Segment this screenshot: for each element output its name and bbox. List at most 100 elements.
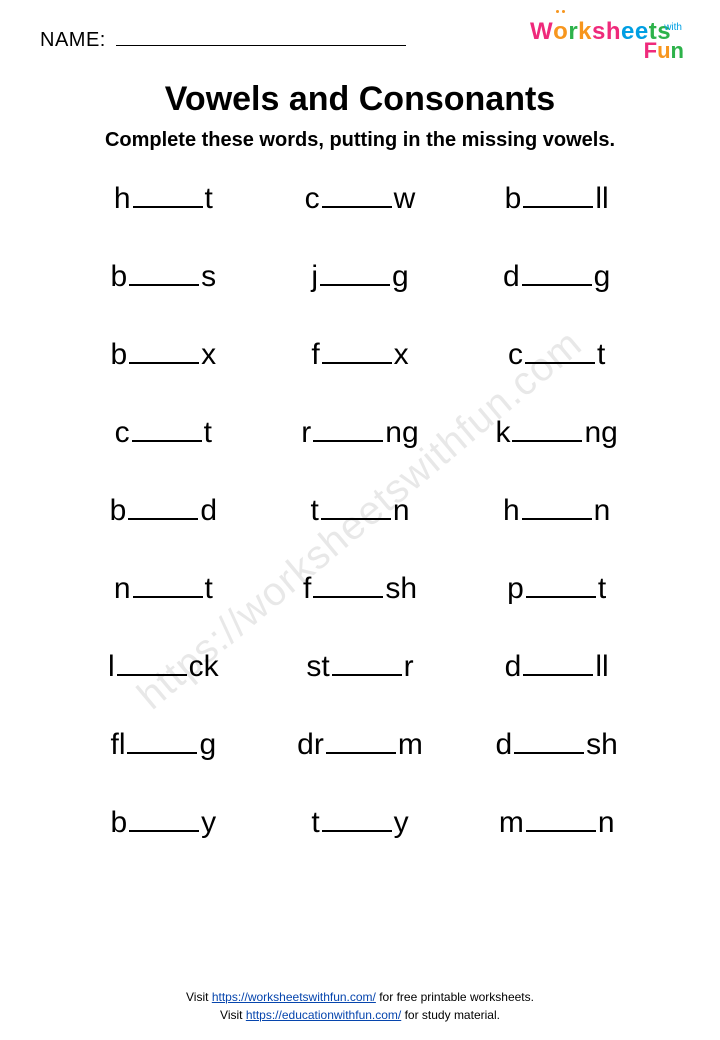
vowel-blank[interactable] — [332, 658, 402, 676]
word-prefix: b — [110, 494, 127, 528]
word-item: bd — [70, 494, 257, 528]
vowel-blank[interactable] — [133, 190, 203, 208]
vowel-blank[interactable] — [322, 814, 392, 832]
vowel-blank[interactable] — [512, 424, 582, 442]
footer-link-2[interactable]: https://educationwithfun.com/ — [246, 1008, 401, 1022]
word-item: ct — [463, 338, 650, 372]
footer-text: Visit — [220, 1008, 246, 1022]
word-item: str — [267, 650, 454, 684]
vowel-blank[interactable] — [523, 190, 593, 208]
word-suffix: ng — [385, 416, 418, 450]
word-item: nt — [70, 572, 257, 606]
word-suffix: d — [200, 494, 217, 528]
word-prefix: t — [310, 494, 318, 528]
worksheet-page: https://worksheetswithfun.com NAME: Work… — [0, 0, 720, 1040]
word-suffix: g — [392, 260, 409, 294]
word-prefix: b — [110, 806, 127, 840]
footer-text: Visit — [186, 990, 212, 1004]
vowel-blank[interactable] — [127, 736, 197, 754]
vowel-blank[interactable] — [526, 814, 596, 832]
word-prefix: h — [503, 494, 520, 528]
word-suffix: n — [393, 494, 410, 528]
word-item: mn — [463, 806, 650, 840]
vowel-blank[interactable] — [133, 580, 203, 598]
word-item: dr m — [267, 728, 454, 762]
name-field: NAME: — [40, 28, 406, 52]
word-suffix: w — [394, 182, 416, 216]
word-suffix: m — [398, 728, 423, 762]
word-item: lck — [70, 650, 257, 684]
word-prefix: t — [311, 806, 319, 840]
logo-fun: Fun — [644, 38, 684, 64]
word-item: kng — [463, 416, 650, 450]
word-item: rng — [267, 416, 454, 450]
word-suffix: s — [201, 260, 216, 294]
word-suffix: t — [204, 416, 212, 450]
word-prefix: l — [108, 650, 115, 684]
vowel-blank[interactable] — [128, 502, 198, 520]
word-suffix: ll — [595, 182, 608, 216]
word-item: ty — [267, 806, 454, 840]
word-item: f sh — [267, 572, 454, 606]
word-prefix: f — [303, 572, 311, 606]
header-row: NAME: Worksheets with Fun — [40, 28, 680, 62]
word-suffix: t — [598, 572, 606, 606]
word-item: bx — [70, 338, 257, 372]
word-item: d ll — [463, 650, 650, 684]
vowel-blank[interactable] — [526, 580, 596, 598]
word-prefix: h — [114, 182, 131, 216]
vowel-blank[interactable] — [321, 502, 391, 520]
vowel-blank[interactable] — [514, 736, 584, 754]
vowel-blank[interactable] — [326, 736, 396, 754]
vowel-blank[interactable] — [117, 658, 187, 676]
word-item: jg — [267, 260, 454, 294]
word-prefix: j — [311, 260, 318, 294]
vowel-blank[interactable] — [129, 268, 199, 286]
footer-text: for study material. — [401, 1008, 500, 1022]
vowel-blank[interactable] — [522, 268, 592, 286]
vowel-blank[interactable] — [322, 346, 392, 364]
footer-text: for free printable worksheets. — [376, 990, 534, 1004]
vowel-blank[interactable] — [313, 424, 383, 442]
word-prefix: b — [110, 338, 127, 372]
vowel-blank[interactable] — [525, 346, 595, 364]
instruction: Complete these words, putting in the mis… — [40, 129, 680, 152]
word-suffix: ll — [595, 650, 608, 684]
word-prefix: dr — [297, 728, 324, 762]
vowel-blank[interactable] — [320, 268, 390, 286]
footer-link-1[interactable]: https://worksheetswithfun.com/ — [212, 990, 376, 1004]
word-prefix: c — [305, 182, 320, 216]
word-item: ct — [70, 416, 257, 450]
word-prefix: f — [311, 338, 319, 372]
word-prefix: d — [495, 728, 512, 762]
vowel-blank[interactable] — [132, 424, 202, 442]
word-item: bll — [463, 182, 650, 216]
vowel-blank[interactable] — [313, 580, 383, 598]
word-item: pt — [463, 572, 650, 606]
vowel-blank[interactable] — [129, 814, 199, 832]
footer-line-1: Visit https://worksheetswithfun.com/ for… — [0, 988, 720, 1006]
vowel-blank[interactable] — [129, 346, 199, 364]
vowel-blank[interactable] — [522, 502, 592, 520]
word-item: dg — [463, 260, 650, 294]
word-prefix: d — [505, 650, 522, 684]
word-suffix: sh — [586, 728, 618, 762]
word-suffix: x — [394, 338, 409, 372]
word-item: tn — [267, 494, 454, 528]
word-suffix: sh — [385, 572, 417, 606]
word-suffix: t — [205, 572, 213, 606]
word-item: hn — [463, 494, 650, 528]
word-suffix: n — [598, 806, 615, 840]
word-suffix: n — [594, 494, 611, 528]
word-item: bs — [70, 260, 257, 294]
word-prefix: d — [503, 260, 520, 294]
word-suffix: t — [205, 182, 213, 216]
word-prefix: p — [507, 572, 524, 606]
vowel-blank[interactable] — [523, 658, 593, 676]
word-prefix: n — [114, 572, 131, 606]
footer: Visit https://worksheetswithfun.com/ for… — [0, 988, 720, 1024]
name-input-line[interactable] — [116, 28, 406, 46]
word-item: d sh — [463, 728, 650, 762]
footer-line-2: Visit https://educationwithfun.com/ for … — [0, 1006, 720, 1024]
vowel-blank[interactable] — [322, 190, 392, 208]
